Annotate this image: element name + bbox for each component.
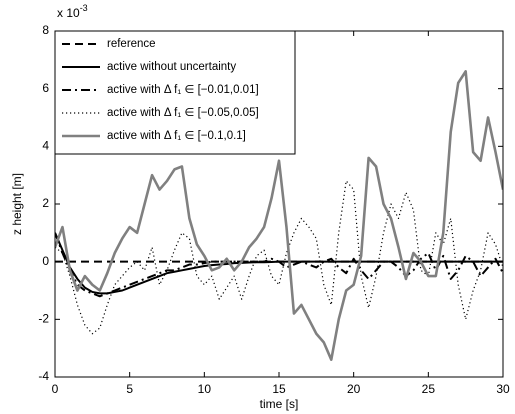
y-tick-label: 6 [42,81,49,95]
x-tick-label: 10 [198,382,212,396]
multiplier-exponent: -3 [80,3,88,13]
legend-label: active with Δ f₁ ∈ [−0.01,0.01] [107,84,259,96]
y-axis-label: z height [m] [10,173,24,235]
legend-label: active with Δ f₁ ∈ [−0.1,0.1] [107,130,246,142]
y-multiplier: x 10-3 [57,3,88,20]
multiplier-base: x 10 [57,6,80,20]
y-tick-label: 4 [42,139,49,153]
plot-lines [55,70,503,361]
x-tick-label: 25 [422,382,436,396]
x-tick-label: 15 [272,382,286,396]
series-line [55,232,503,298]
x-tick-label: 30 [496,382,510,396]
y-tick-label: 0 [42,254,49,268]
x-axis-label: time [s] [260,397,299,411]
y-tick-label: -2 [38,312,49,326]
y-tick-label: -4 [38,369,49,383]
x-tick-label: 5 [126,382,133,396]
x-tick-label: 20 [347,382,361,396]
legend-label: active with Δ f₁ ∈ [−0.05,0.05] [107,107,259,119]
legend-box [54,30,296,155]
series-line [55,70,503,361]
x-tick-label: 0 [52,382,59,396]
legend-label: reference [107,38,156,50]
y-tick-label: 2 [42,196,49,210]
legend: reference active without uncertainty activ… [54,30,296,155]
legend-label: active without uncertainty [107,61,236,73]
y-tick-label: 8 [42,23,49,37]
